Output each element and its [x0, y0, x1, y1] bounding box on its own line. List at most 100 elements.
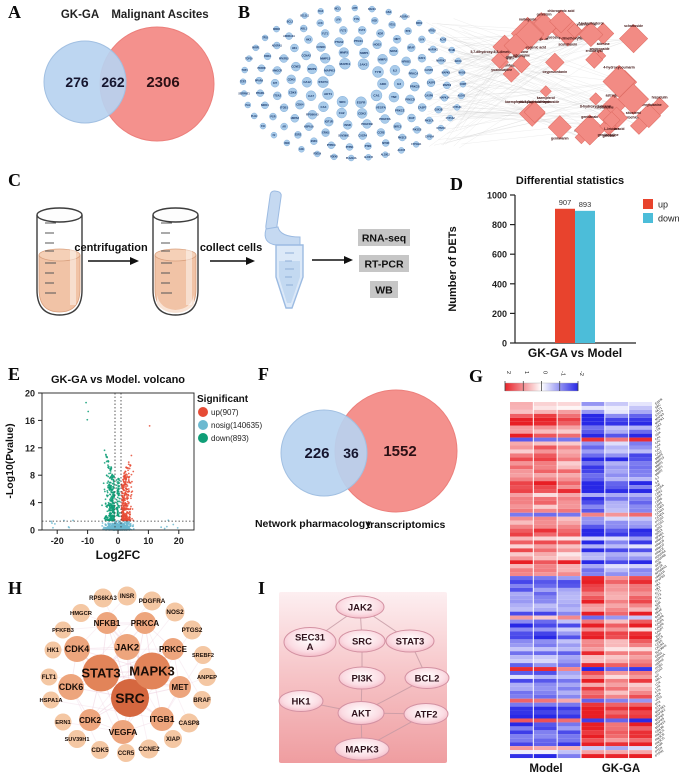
gene-node-label: ALDH2	[458, 95, 466, 98]
y-ticks	[510, 194, 515, 344]
gene-node-label: PRKCD	[405, 97, 415, 101]
heatmap-row-label: LCK	[654, 679, 662, 686]
gene-node	[339, 58, 351, 70]
gene-node	[334, 16, 342, 24]
heatmap-row-label: HCK	[654, 691, 662, 699]
bar-up	[555, 208, 575, 343]
gene-node-label: PTGS2	[335, 40, 344, 44]
panel-letter-e: E	[8, 364, 21, 384]
colorbar-tick-label: -2	[578, 371, 584, 376]
gene-node	[244, 101, 252, 109]
hub-gene-node	[139, 739, 159, 759]
hub-gene-node	[54, 621, 72, 639]
gene-node-label: IL2	[393, 68, 398, 72]
colorbar-tick-label: 1	[523, 371, 529, 374]
gene-node	[388, 21, 396, 29]
heatmap-row-label: ADK	[654, 430, 662, 438]
heatmap-row-label: MAPK9	[654, 716, 665, 726]
compound-node-label: yuanhuafine	[577, 23, 597, 27]
venn-f-right-count: 1552	[383, 443, 416, 460]
panel-g-svg: 2 1 0 -1 -2 EGFRSRCAKT1STAT3MAPK3MAPK1JAK2TY…	[504, 371, 668, 775]
gene-node-label: BTK	[406, 30, 411, 33]
heatmap-row-label: SYK	[654, 703, 662, 711]
panel-letter-h: H	[8, 578, 23, 598]
hub-gene-node	[82, 654, 120, 692]
compound-node-label: L-phenylalanine	[636, 103, 662, 107]
hub-gene-label: PRKCA	[131, 619, 160, 628]
svg-text:400: 400	[492, 279, 507, 289]
gene-node-label: ALOX12	[381, 154, 391, 157]
heatmap-row-label: RPS6KA3	[654, 564, 668, 576]
gene-node-label: MDM2	[273, 29, 280, 31]
heatmap-row-label: XIAP	[654, 632, 662, 640]
compound-node	[547, 115, 572, 140]
gene-node	[273, 91, 282, 101]
gene-node-label: BIRC5	[394, 125, 402, 128]
heatmap-cells	[510, 402, 652, 759]
gene-node	[388, 91, 400, 103]
volcano-ylabel: -Log10(Pvalue)	[4, 423, 16, 498]
gene-node-label: RPS6KA3	[306, 113, 319, 117]
compound-node-label: oxypeucedanin	[542, 70, 567, 74]
heatmap-row-label: TNF	[654, 482, 661, 489]
gene-node-label: RXRA	[264, 55, 271, 58]
heatmap-row-label: MAPK14	[654, 719, 666, 730]
hub-gene-label: HMGCR	[70, 611, 93, 617]
gene-node-label: PDGFRB	[361, 122, 372, 126]
rtpcr-box	[359, 255, 409, 272]
gene-node	[320, 53, 331, 64]
heatmap-row-labels: EGFRSRCAKT1STAT3MAPK3MAPK1JAK2TYRADKCA1C…	[654, 397, 668, 758]
gene-node	[283, 139, 291, 147]
venn-f-overlap-count: 36	[343, 445, 359, 461]
hub-gene-label: INSR	[120, 594, 135, 600]
gene-node	[252, 44, 260, 52]
hub-gene-label: RPS6KA3	[89, 596, 117, 602]
svg-text:10: 10	[143, 536, 153, 546]
panel-i-pathway: JAK2 SEC31 A SRC STAT3 PI3K BCL2 HK1 AKT ATF2 MAPK…	[230, 570, 460, 777]
gene-node	[294, 131, 302, 139]
gene-node-label: CA4	[321, 105, 327, 109]
heatmap-row-label: PTGS1	[654, 519, 665, 529]
heatmap-row-label: MAP2K2	[654, 707, 666, 718]
gene-node-label: BACE1	[368, 8, 377, 11]
compound-node-label: rotundine	[598, 106, 614, 110]
step2-label: collect cells	[200, 242, 262, 254]
legend-down-dot	[198, 433, 208, 443]
gene-node-label: CA7	[308, 94, 314, 98]
gene-node	[314, 150, 321, 158]
venn-a-right-title: Malignant Ascites	[111, 9, 208, 21]
heatmap-row-label: CA1	[654, 434, 661, 441]
colorbar-tick-label: 0	[541, 371, 547, 374]
volcano-y-tick-labels: 0 4 8 12 16 20	[25, 389, 35, 536]
legend-up-dot	[198, 407, 208, 417]
gene-node-label: EGFR	[357, 100, 366, 104]
gene-node-label: RAF1	[419, 57, 426, 60]
gene-node-label: PLAU	[251, 115, 258, 118]
svg-text:0: 0	[115, 536, 120, 546]
gene-node	[405, 94, 415, 105]
eppendorf-tube-icon	[264, 190, 304, 309]
gene-node-label: TNF	[391, 95, 397, 99]
hub-gene-label: PTGS2	[182, 627, 203, 634]
heatmap-row-label: SRC	[654, 402, 662, 410]
gene-node	[437, 124, 445, 132]
gene-node-label: CYP19A1	[411, 143, 422, 146]
heatmap-row-label: JAK2	[654, 422, 663, 430]
gene-node-label: CA12	[303, 80, 311, 84]
gene-node	[317, 76, 329, 88]
gene-node-label: PDE5A	[313, 153, 321, 156]
volcano-legend-title: Significant	[197, 394, 249, 405]
gene-node	[317, 8, 324, 15]
gene-node	[273, 25, 280, 33]
gene-node-label: PRKCE	[395, 108, 405, 112]
gene-node	[291, 61, 301, 72]
hub-gene-node	[91, 741, 109, 759]
gene-node-label: PTEN	[365, 145, 372, 148]
step1-label: centrifugation	[74, 242, 148, 254]
gene-node	[443, 81, 451, 90]
heatmap-row-label: CDK2	[654, 488, 663, 496]
compound-node-label: wogonoside	[589, 47, 610, 51]
panel-letter-g: G	[469, 366, 484, 386]
panel-f-venn: 226 36 1552 Network pharmacology transcr…	[250, 360, 460, 570]
gene-node-label: ADORA2A	[283, 35, 295, 38]
